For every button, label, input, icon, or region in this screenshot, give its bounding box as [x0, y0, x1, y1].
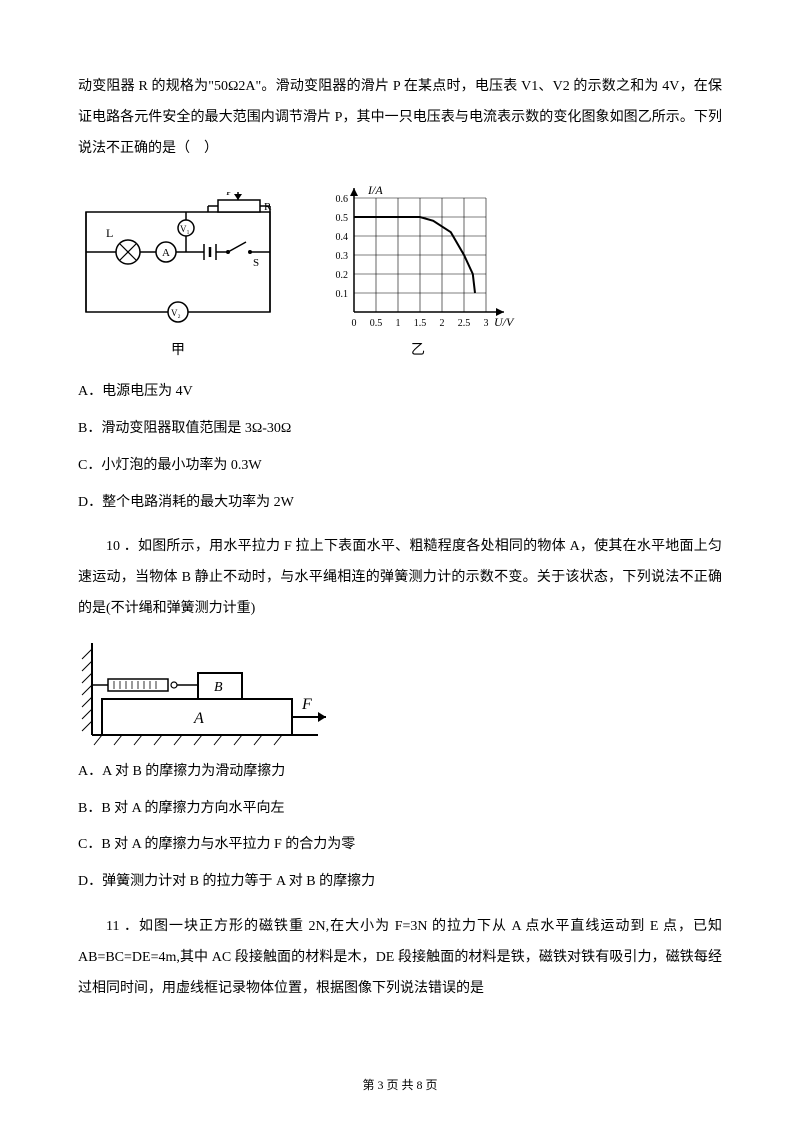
- svg-text:2.5: 2.5: [458, 318, 471, 329]
- label-L: L: [106, 226, 113, 240]
- q9-opt-C: C．小灯泡的最小功率为 0.3W: [78, 451, 722, 482]
- svg-text:0.4: 0.4: [336, 232, 349, 243]
- circuit-diagram: L A S: [78, 192, 278, 332]
- q9-intro: 动变阻器 R 的规格为"50Ω2A"。滑动变阻器的滑片 P 在某点时，电压表 V…: [78, 72, 722, 164]
- svg-text:0.2: 0.2: [336, 270, 349, 281]
- q11-lead: 11 ．如图一块正方形的磁铁重 2N,在大小为 F=3N 的拉力下从 A 点水平…: [78, 912, 722, 1004]
- label-F: F: [301, 696, 312, 713]
- q10-opt-B: B．B 对 A 的摩擦力方向水平向左: [78, 794, 722, 825]
- svg-text:0.5: 0.5: [336, 213, 349, 224]
- svg-text:0.1: 0.1: [336, 289, 349, 300]
- q10-lead: 10 ．如图所示，用水平拉力 F 拉上下表面水平、粗糙程度各处相同的物体 A，使…: [78, 532, 722, 624]
- label-V2: V₂: [171, 308, 181, 318]
- svg-text:0.6: 0.6: [336, 194, 349, 205]
- label-block-A: A: [193, 710, 204, 727]
- q9-opt-D: D．整个电路消耗的最大功率为 2W: [78, 488, 722, 519]
- svg-text:1.5: 1.5: [414, 318, 427, 329]
- block-diagram-q10: A B F: [78, 639, 338, 749]
- svg-text:0.5: 0.5: [370, 318, 383, 329]
- label-S: S: [253, 257, 259, 269]
- q10-opt-D: D．弹簧测力计对 B 的拉力等于 A 对 B 的摩擦力: [78, 867, 722, 898]
- svg-text:I/A: I/A: [367, 183, 383, 197]
- label-V1: V₁: [180, 224, 190, 234]
- svg-text:0: 0: [352, 318, 357, 329]
- circuit-figure: L A S: [78, 192, 278, 367]
- fig-label-left: 甲: [171, 336, 185, 367]
- label-P: P: [226, 192, 232, 198]
- svg-text:2: 2: [440, 318, 445, 329]
- label-R: R: [264, 201, 272, 213]
- svg-text:3: 3: [484, 318, 489, 329]
- q10-opt-C: C．B 对 A 的摩擦力与水平拉力 F 的合力为零: [78, 830, 722, 861]
- q10-opt-A: A．A 对 B 的摩擦力为滑动摩擦力: [78, 757, 722, 788]
- label-A: A: [162, 247, 170, 259]
- svg-text:0.3: 0.3: [336, 251, 349, 262]
- page-footer: 第 3 页 共 8 页: [0, 1072, 800, 1098]
- label-block-B: B: [214, 680, 223, 695]
- fig-label-right: 乙: [411, 336, 425, 367]
- q9-opt-A: A．电源电压为 4V: [78, 377, 722, 408]
- graph-figure: 0.1 0.2 0.3 0.4 0.5 0.6 0 0.5 1 1.5 2 2.5 3 I/A U/V 乙: [318, 182, 518, 367]
- svg-text:1: 1: [396, 318, 401, 329]
- iv-graph: 0.1 0.2 0.3 0.4 0.5 0.6 0 0.5 1 1.5 2 2.5 3 I/A U/V: [318, 182, 518, 332]
- figure-row-q9: L A S: [78, 182, 722, 367]
- svg-text:U/V: U/V: [494, 315, 515, 329]
- q9-opt-B: B．滑动变阻器取值范围是 3Ω-30Ω: [78, 414, 722, 445]
